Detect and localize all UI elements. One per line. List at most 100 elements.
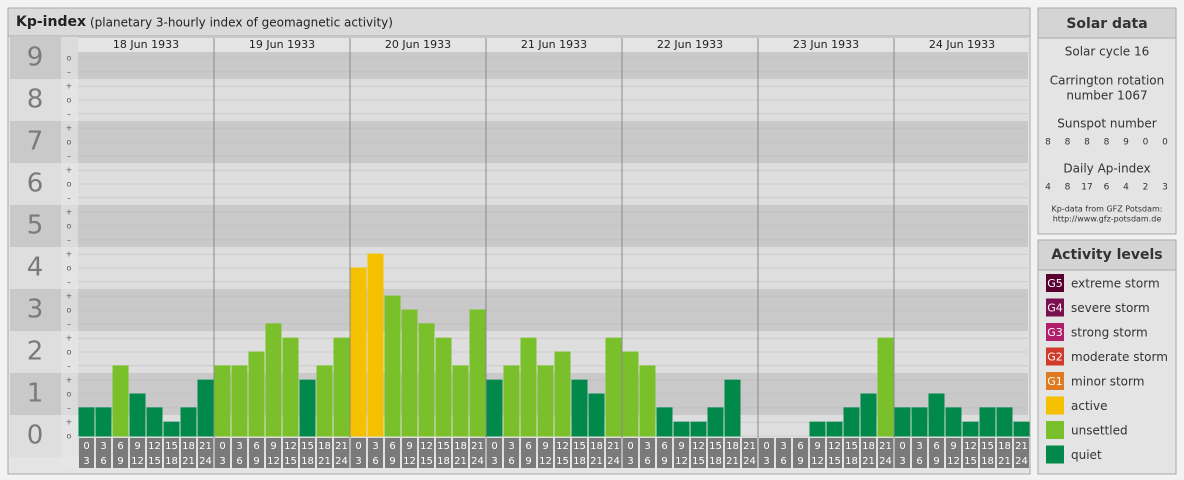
x-tick-label: 3 bbox=[780, 441, 786, 452]
hour-box bbox=[232, 438, 247, 468]
bar bbox=[826, 421, 843, 437]
x-tick-label: 24 bbox=[1015, 456, 1028, 467]
ap-value: 17 bbox=[1081, 183, 1092, 193]
sunspot-value: 9 bbox=[1123, 138, 1129, 148]
x-tick-label: 12 bbox=[420, 441, 433, 452]
bar bbox=[333, 337, 350, 437]
x-tick-label: 6 bbox=[253, 441, 259, 452]
hour-box bbox=[300, 438, 315, 468]
y-minor-label: – bbox=[67, 403, 71, 412]
hour-box bbox=[997, 438, 1012, 468]
sunspot-value: 8 bbox=[1084, 138, 1090, 148]
level-name: extreme storm bbox=[1071, 277, 1160, 291]
x-tick-label: 15 bbox=[165, 441, 178, 452]
carrington: Carrington rotation bbox=[1050, 74, 1164, 88]
bar bbox=[486, 379, 503, 437]
level-badge: G2 bbox=[1047, 351, 1063, 364]
minor-column bbox=[61, 37, 78, 468]
x-tick-label: 9 bbox=[933, 456, 939, 467]
hour-box bbox=[725, 438, 740, 468]
hour-box bbox=[351, 438, 366, 468]
x-tick-label: 15 bbox=[828, 456, 841, 467]
bar bbox=[809, 421, 826, 437]
hour-box bbox=[453, 438, 468, 468]
x-tick-label: 9 bbox=[542, 441, 548, 452]
bar bbox=[248, 351, 265, 437]
hour-box bbox=[691, 438, 706, 468]
hour-box bbox=[912, 438, 927, 468]
date-header bbox=[78, 38, 1028, 52]
y-minor-label: o bbox=[67, 264, 72, 273]
x-tick-label: 3 bbox=[916, 441, 922, 452]
day-label: 18 Jun 1933 bbox=[113, 38, 179, 51]
x-tick-label: 18 bbox=[301, 456, 314, 467]
hour-box bbox=[742, 438, 757, 468]
credit: http://www.gfz-potsdam.de bbox=[1053, 215, 1162, 224]
y-tick-label: 3 bbox=[27, 295, 44, 325]
hour-box bbox=[470, 438, 485, 468]
x-tick-label: 24 bbox=[607, 456, 620, 467]
bar bbox=[690, 421, 707, 437]
y-minor-label: o bbox=[67, 390, 72, 399]
hour-box bbox=[164, 438, 179, 468]
hour-box bbox=[521, 438, 536, 468]
x-tick-label: 0 bbox=[899, 441, 905, 452]
bar bbox=[78, 407, 95, 437]
x-tick-label: 15 bbox=[148, 456, 161, 467]
hour-box bbox=[79, 438, 94, 468]
day-label: 22 Jun 1933 bbox=[657, 38, 723, 51]
bar bbox=[129, 393, 146, 437]
bar bbox=[979, 407, 996, 437]
level-name: quiet bbox=[1071, 448, 1102, 462]
hour-box bbox=[266, 438, 281, 468]
x-tick-label: 21 bbox=[318, 456, 331, 467]
x-tick-label: 21 bbox=[726, 456, 739, 467]
bar bbox=[724, 379, 741, 437]
bar bbox=[435, 337, 452, 437]
x-tick-label: 3 bbox=[644, 441, 650, 452]
bar bbox=[605, 337, 622, 437]
x-tick-label: 15 bbox=[845, 441, 858, 452]
x-tick-label: 15 bbox=[437, 441, 450, 452]
hour-box bbox=[640, 438, 655, 468]
level-name: unsettled bbox=[1071, 424, 1128, 438]
x-tick-label: 18 bbox=[165, 456, 178, 467]
x-tick-label: 3 bbox=[100, 441, 106, 452]
bar bbox=[911, 407, 928, 437]
chart-title: Kp-index bbox=[16, 14, 86, 30]
level-name: active bbox=[1071, 399, 1107, 413]
x-tick-label: 18 bbox=[437, 456, 450, 467]
hour-box bbox=[844, 438, 859, 468]
ap-value: 4 bbox=[1123, 183, 1129, 193]
x-tick-label: 12 bbox=[692, 441, 705, 452]
y-minor-label: – bbox=[67, 151, 71, 160]
x-tick-label: 6 bbox=[372, 456, 378, 467]
hour-box bbox=[368, 438, 383, 468]
y-minor-label: – bbox=[67, 193, 71, 202]
hour-box bbox=[130, 438, 145, 468]
x-tick-label: 12 bbox=[131, 456, 144, 467]
solar-cycle: Solar cycle 16 bbox=[1065, 45, 1150, 59]
x-tick-label: 15 bbox=[692, 456, 705, 467]
y-minor-label: – bbox=[67, 361, 71, 370]
credit: Kp-data from GFZ Potsdam: bbox=[1052, 205, 1163, 214]
solar-title: Solar data bbox=[1066, 16, 1147, 32]
x-tick-label: 18 bbox=[318, 441, 331, 452]
level-swatch bbox=[1046, 421, 1064, 439]
level-badge: G4 bbox=[1047, 302, 1063, 315]
bar bbox=[588, 393, 605, 437]
hour-box bbox=[181, 438, 196, 468]
y-minor-label: + bbox=[66, 82, 73, 91]
level-swatch bbox=[1046, 372, 1064, 390]
x-tick-label: 0 bbox=[83, 441, 89, 452]
hour-box bbox=[963, 438, 978, 468]
x-tick-label: 12 bbox=[556, 441, 569, 452]
sunspot-value: 8 bbox=[1045, 138, 1051, 148]
y-minor-label: + bbox=[66, 292, 73, 301]
sunspot-value: 8 bbox=[1104, 138, 1110, 148]
y-minor-label: + bbox=[66, 250, 73, 259]
bar bbox=[197, 379, 214, 437]
y-tick-label: 8 bbox=[27, 85, 44, 115]
x-tick-label: 9 bbox=[270, 441, 276, 452]
hour-box bbox=[793, 438, 808, 468]
